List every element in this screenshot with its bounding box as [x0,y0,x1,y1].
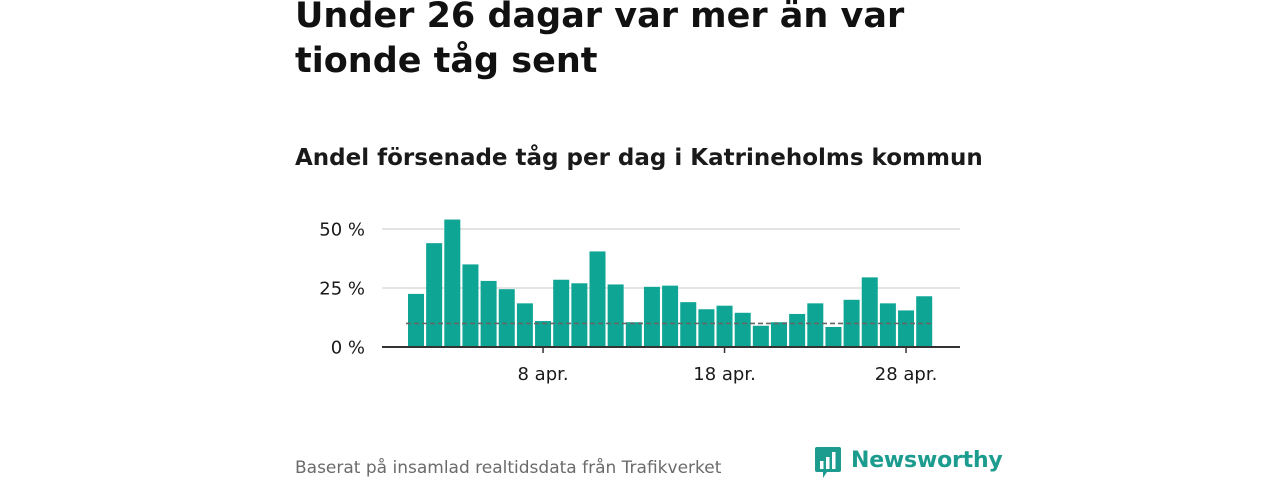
source-note: Baserat på insamlad realtidsdata från Tr… [295,458,722,478]
bar [571,283,588,347]
chart-subtitle: Andel försenade tåg per dag i Katrinehol… [295,145,983,171]
bar [680,302,697,347]
y-tick-label: 25 % [319,279,365,300]
bar [462,264,479,347]
bar [480,280,497,347]
bar [607,284,624,347]
bars [408,219,933,347]
bar [662,285,679,347]
x-tick-label: 28 apr. [875,364,938,385]
brand-name: Newsworthy [851,448,1003,473]
bar [553,279,570,347]
bar [516,303,533,347]
bar [444,219,461,347]
bar [789,313,806,347]
bar [716,305,733,347]
bar [861,277,878,347]
y-axis-ticks: 0 % 25 % 50 % [319,220,365,359]
newsworthy-logo[interactable]: Newsworthy [814,446,1003,480]
bar [843,299,860,347]
x-tick-label: 18 apr. [693,364,756,385]
bar [625,322,642,347]
bar [825,326,842,347]
bar [589,251,606,347]
bar [698,309,715,347]
bar [898,310,915,347]
bar [498,289,515,347]
x-axis-ticks: 8 apr. 18 apr. 28 apr. [517,347,937,385]
chart-title: Under 26 dagar var mer än var tionde tåg… [295,0,905,81]
bar [535,321,552,347]
bar [879,303,896,347]
bar [752,325,769,347]
bar [408,293,424,347]
bar [771,322,787,347]
newsworthy-bar-chart-icon [815,447,841,478]
bar [426,243,443,347]
y-tick-label: 50 % [319,220,365,241]
bar [807,303,824,347]
x-tick-label: 8 apr. [517,364,568,385]
bar [643,286,660,347]
bar [734,312,751,347]
y-tick-label: 0 % [331,338,365,359]
bar [916,296,933,347]
